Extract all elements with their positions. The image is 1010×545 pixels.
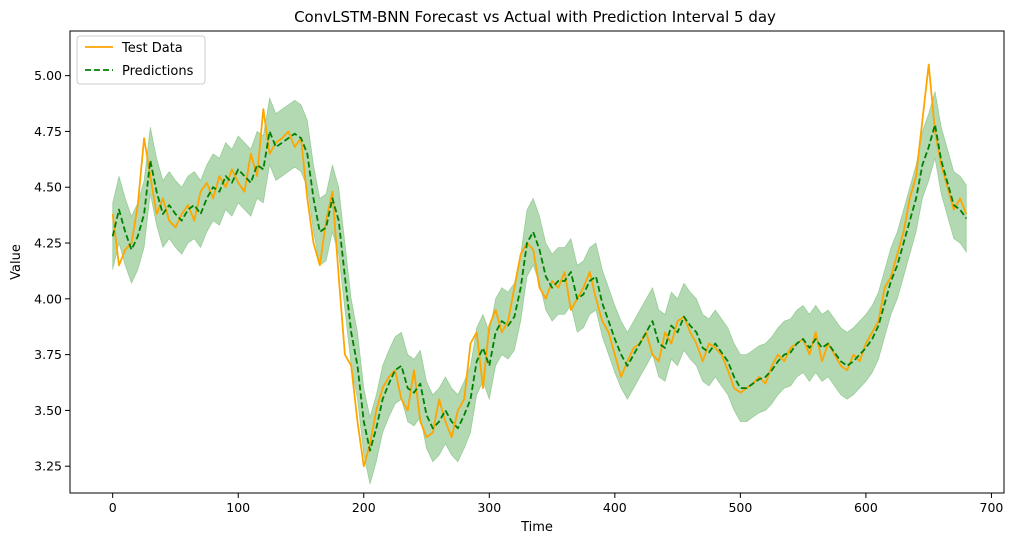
- x-axis-ticks: 0 100 200 300 400 500 600 700: [109, 493, 1004, 515]
- x-tick-label: 700: [980, 500, 1004, 515]
- y-tick-label: 3.50: [34, 403, 62, 418]
- y-tick-label: 5.00: [34, 68, 62, 83]
- plot-frame: [69, 30, 1005, 494]
- legend-box: [76, 35, 206, 85]
- x-tick-label: 300: [477, 500, 501, 515]
- x-tick-label: 400: [603, 500, 627, 515]
- x-tick-label: 600: [854, 500, 878, 515]
- legend-label-test-data: Test Data: [121, 41, 183, 56]
- plot-area: [111, 63, 968, 485]
- x-tick-label: 200: [352, 500, 376, 515]
- x-tick-label: 100: [226, 500, 250, 515]
- x-axis-label: Time: [520, 520, 553, 535]
- legend-label-predictions: Predictions: [122, 64, 194, 79]
- y-tick-label: 4.50: [34, 180, 62, 195]
- x-tick-label: 0: [109, 500, 117, 515]
- y-axis-ticks: 3.25 3.50 3.75 4.00 4.25 4.50 4.75 5.00: [34, 68, 70, 474]
- legend: Test Data Predictions: [76, 35, 206, 85]
- y-tick-label: 4.00: [34, 291, 62, 306]
- chart-title: ConvLSTM-BNN Forecast vs Actual with Pre…: [294, 8, 776, 26]
- y-tick-label: 3.25: [34, 459, 62, 474]
- x-tick-label: 500: [728, 500, 752, 515]
- prediction-interval-band: [112, 91, 967, 485]
- y-tick-label: 4.25: [34, 236, 62, 251]
- y-tick-label: 4.75: [34, 124, 62, 139]
- series-line-predictions: [111, 123, 968, 452]
- y-axis-label: Value: [9, 244, 24, 280]
- y-tick-label: 3.75: [34, 347, 62, 362]
